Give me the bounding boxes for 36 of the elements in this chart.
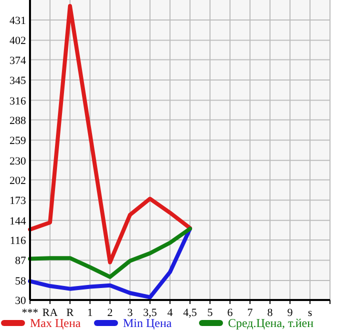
line-series [28, 4, 192, 264]
x-tick-label: 1 [87, 307, 93, 319]
y-tick-label: 345 [10, 75, 26, 88]
y-tick-label: 259 [10, 135, 26, 148]
x-tick-label: 3 [127, 307, 134, 319]
y-tick-label: 316 [10, 95, 26, 108]
y-tick-label: 116 [10, 234, 26, 247]
line-series [28, 226, 192, 300]
legend-label: Min Цена [123, 316, 172, 330]
legend-label: Max Цена [30, 316, 82, 330]
x-tick-label: 9 [287, 307, 294, 319]
x-tick-label: 6 [227, 307, 234, 319]
y-tick-label: 374 [10, 54, 26, 67]
x-tick-label: 4,5 [183, 307, 198, 319]
y-tick-label: 402 [10, 35, 26, 48]
x-tick-label: *** [22, 307, 38, 319]
x-tick-label: 8 [267, 307, 274, 319]
x-tick-label: s [308, 307, 312, 319]
x-tick-label: RA [42, 307, 58, 319]
x-tick-label: 4 [167, 307, 174, 319]
x-tick-label: 3,5 [143, 307, 158, 319]
y-tick-label: 431 [10, 14, 26, 27]
x-tick-label: 7 [247, 307, 254, 319]
y-tick-label: 288 [10, 114, 26, 127]
y-tick-label: 144 [10, 215, 26, 228]
line-series [28, 226, 192, 279]
x-tick-label: 5 [207, 307, 214, 319]
x-tick-label: 2 [107, 307, 113, 319]
y-tick-label: 30 [15, 295, 26, 307]
legend-label: Сред.Цена, т.йен [228, 316, 314, 330]
y-tick-label: 87 [15, 255, 26, 268]
x-tick-label: R [66, 307, 74, 319]
y-tick-label: 202 [10, 174, 26, 187]
y-tick-label: 58 [15, 275, 26, 288]
y-tick-label: 230 [10, 155, 26, 168]
y-tick-label: 173 [10, 195, 26, 208]
